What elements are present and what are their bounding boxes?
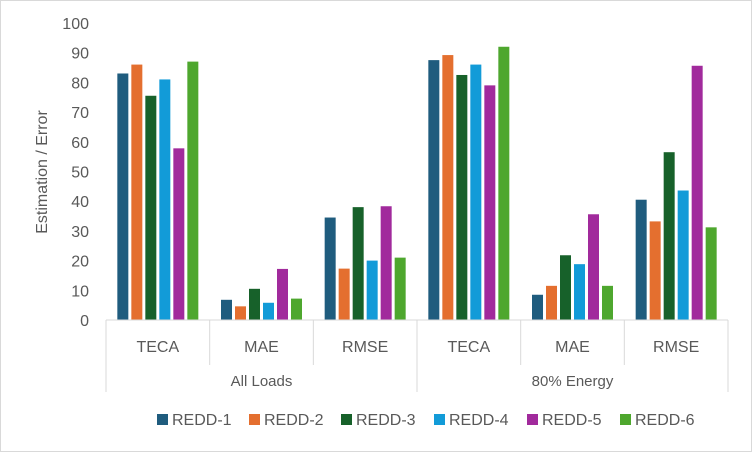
bar-redd-6 (187, 61, 199, 321)
category-label: RMSE (342, 339, 388, 356)
y-tick-label: 60 (71, 135, 89, 152)
legend-swatch-redd-4 (434, 414, 445, 425)
legend-label: REDD-4 (449, 412, 509, 429)
legend-label: REDD-2 (264, 412, 324, 429)
y-tick-label: 20 (71, 254, 89, 271)
y-tick-label: 30 (71, 224, 89, 241)
y-tick-label: 40 (71, 194, 89, 211)
legend-swatch-redd-5 (527, 414, 538, 425)
y-tick-label: 70 (71, 105, 89, 122)
bar-redd-4 (470, 64, 482, 320)
category-label: RMSE (653, 339, 699, 356)
bar-redd-2 (338, 268, 350, 320)
group-label: 80% Energy (532, 373, 614, 390)
y-tick-label: 90 (71, 46, 89, 63)
category-label: TECA (136, 339, 179, 356)
bar-redd-5 (173, 148, 185, 320)
bar-redd-3 (456, 74, 468, 320)
bar-redd-1 (324, 217, 336, 320)
bar-redd-6 (291, 298, 302, 320)
group-label: All Loads (231, 373, 293, 390)
bar-redd-3 (352, 207, 364, 320)
bar-redd-3 (560, 255, 571, 320)
y-tick-label: 10 (71, 283, 89, 300)
legend-swatch-redd-6 (620, 414, 631, 425)
y-tick-label: 0 (80, 313, 89, 330)
bar-redd-3 (145, 95, 157, 320)
bar-redd-6 (602, 285, 613, 320)
y-tick-label: 50 (71, 165, 89, 182)
bar-redd-3 (249, 288, 260, 320)
bar-redd-5 (691, 65, 703, 320)
bar-redd-4 (159, 79, 171, 321)
legend-swatch-redd-3 (341, 414, 352, 425)
bar-redd-1 (635, 199, 647, 320)
legend-swatch-redd-1 (157, 414, 168, 425)
bar-redd-3 (663, 152, 675, 320)
legend-label: REDD-5 (542, 412, 602, 429)
legend-label: REDD-6 (635, 412, 695, 429)
bar-redd-1 (428, 60, 440, 320)
bar-redd-4 (574, 264, 585, 320)
bar-redd-5 (588, 214, 599, 320)
y-axis-label: Estimation / Error (34, 110, 51, 234)
bar-redd-5 (484, 85, 496, 321)
category-label: MAE (555, 339, 590, 356)
y-tick-label: 100 (62, 16, 89, 33)
y-tick-label: 80 (71, 75, 89, 92)
bar-redd-4 (263, 302, 274, 320)
bar-redd-1 (117, 73, 129, 321)
bar-redd-4 (677, 190, 689, 320)
legend-label: REDD-3 (356, 412, 416, 429)
bar-redd-6 (705, 227, 717, 320)
bar-redd-2 (442, 55, 454, 321)
bar-redd-6 (498, 46, 510, 320)
bar-redd-2 (235, 306, 246, 320)
bar-redd-1 (221, 299, 232, 320)
bar-redd-2 (649, 221, 661, 320)
bar-redd-4 (366, 260, 378, 320)
bar-redd-5 (380, 206, 392, 320)
bar-redd-2 (546, 285, 557, 320)
bar-redd-2 (131, 64, 143, 320)
bar-redd-6 (394, 257, 406, 320)
legend-label: REDD-1 (172, 412, 232, 429)
bar-redd-5 (277, 268, 288, 320)
category-label: MAE (244, 339, 279, 356)
category-label: TECA (447, 339, 490, 356)
legend-swatch-redd-2 (249, 414, 260, 425)
bar-redd-1 (532, 294, 543, 320)
